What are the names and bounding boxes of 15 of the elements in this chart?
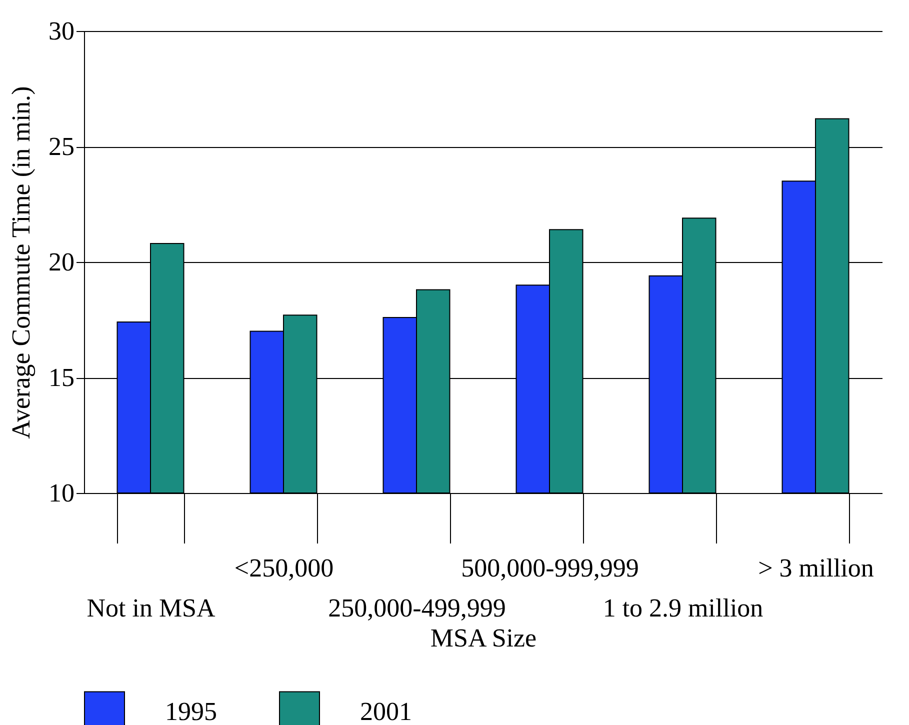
x-tick-label: 1 to 2.9 million xyxy=(602,594,764,622)
x-axis-title: MSA Size xyxy=(430,624,537,652)
y-tick-label: 10 xyxy=(48,478,74,508)
x-tick-label: 500,000-999,999 xyxy=(461,554,639,582)
y-tick-label: 15 xyxy=(48,363,74,392)
y-axis-title: Average Commute Time (in min.) xyxy=(6,86,36,439)
y-tick-label: 25 xyxy=(48,132,74,161)
x-tick-label: Not in MSA xyxy=(86,594,216,622)
legend-label: 2001 xyxy=(360,696,412,725)
x-tick-label: 250,000-499,999 xyxy=(328,594,506,622)
legend-label: 1995 xyxy=(165,696,217,725)
y-tick-label: 30 xyxy=(48,16,74,46)
y-tick-label: 20 xyxy=(48,248,74,276)
x-tick-label: <250,000 xyxy=(234,554,334,582)
x-tick-label: > 3 million xyxy=(758,554,874,582)
